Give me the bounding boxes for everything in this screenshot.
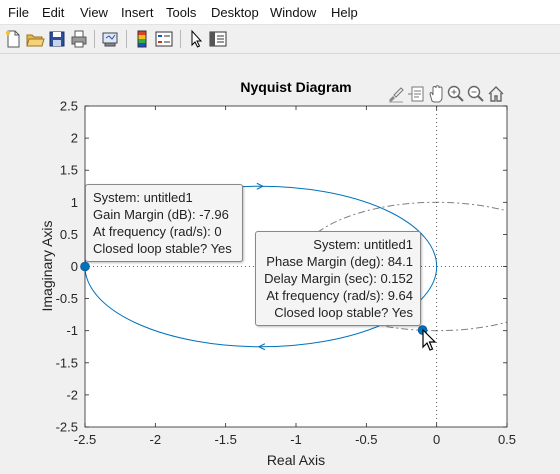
x-tick-label: -0.5 — [355, 432, 377, 447]
y-tick-label: 0.5 — [60, 227, 78, 242]
datatip-stability: Closed loop stable? Yes — [93, 241, 232, 256]
datatip-system: System: untitled1 — [93, 190, 193, 205]
menu-view[interactable]: View — [80, 5, 108, 20]
phase-margin-datatip[interactable]: System: untitled1 Phase Margin (deg): 84… — [255, 231, 421, 326]
print-icon[interactable] — [68, 28, 90, 50]
x-tick-label: -1 — [290, 432, 302, 447]
x-tick-label: -1.5 — [214, 432, 236, 447]
y-tick-label: -2.5 — [56, 420, 78, 435]
menu-tools[interactable]: Tools — [166, 5, 197, 20]
direction-arrow — [256, 182, 264, 190]
menu-file[interactable]: File — [8, 5, 29, 20]
x-axis-label: Real Axis — [267, 452, 325, 468]
y-axis-label: Imaginary Axis — [39, 220, 55, 311]
y-tick-label: 0 — [71, 259, 78, 274]
home-icon[interactable] — [486, 84, 506, 104]
datatip-phase-margin: Phase Margin (deg): 84.1 — [266, 254, 413, 269]
menu-edit[interactable]: Edit — [42, 5, 65, 20]
direction-arrow — [257, 343, 266, 351]
datatip-gain-margin: Gain Margin (dB): -7.96 — [93, 207, 229, 222]
datatip-stability: Closed loop stable? Yes — [274, 305, 413, 320]
menu-insert[interactable]: Insert — [121, 5, 154, 20]
y-tick-label: 1.5 — [60, 163, 78, 178]
menu-help[interactable]: Help — [331, 5, 358, 20]
y-tick-label: 2.5 — [60, 99, 78, 114]
menu-bar: File Edit View Insert Tools Desktop Wind… — [0, 0, 560, 25]
x-tick-label: -2.5 — [74, 432, 96, 447]
y-tick-label: 1 — [71, 195, 78, 210]
plot-title: Nyquist Diagram — [240, 79, 351, 95]
datatip-delay-margin: Delay Margin (sec): 0.152 — [264, 271, 413, 286]
colorbar-icon[interactable] — [131, 28, 153, 50]
menu-window[interactable]: Window — [270, 5, 317, 20]
x-tick-label: 0.5 — [498, 432, 516, 447]
pan-icon[interactable] — [426, 84, 446, 104]
gain-margin-datatip[interactable]: System: untitled1 Gain Margin (dB): -7.9… — [85, 184, 243, 262]
zoom-in-icon[interactable] — [446, 84, 466, 104]
pointer-icon[interactable] — [185, 28, 207, 50]
y-tick-label: -1.5 — [56, 355, 78, 370]
new-figure-icon[interactable] — [2, 28, 24, 50]
zoom-out-icon[interactable] — [466, 84, 486, 104]
x-tick-label: 0 — [433, 432, 440, 447]
y-tick-label: -0.5 — [56, 291, 78, 306]
x-tick-label: -2 — [150, 432, 162, 447]
margin-marker — [80, 261, 90, 272]
menu-desktop[interactable]: Desktop — [211, 5, 259, 20]
y-tick-label: -1 — [66, 323, 78, 338]
legend-icon[interactable] — [153, 28, 175, 50]
figure-toolbar — [0, 25, 560, 54]
link-plot-icon[interactable] — [99, 28, 121, 50]
toolbar-separator — [126, 30, 127, 48]
datatip-system: System: untitled1 — [313, 237, 413, 252]
property-inspector-icon[interactable] — [207, 28, 229, 50]
toolbar-separator — [94, 30, 95, 48]
y-tick-label: 2 — [71, 131, 78, 146]
toolbar-separator — [180, 30, 181, 48]
datatip-frequency: At frequency (rad/s): 9.64 — [266, 288, 413, 303]
datatip-icon[interactable] — [406, 84, 426, 104]
open-file-icon[interactable] — [24, 28, 46, 50]
datatip-frequency: At frequency (rad/s): 0 — [93, 224, 222, 239]
y-tick-label: -2 — [66, 387, 78, 402]
brush-icon[interactable] — [386, 84, 406, 104]
mouse-cursor-icon — [421, 328, 439, 354]
save-icon[interactable] — [46, 28, 68, 50]
